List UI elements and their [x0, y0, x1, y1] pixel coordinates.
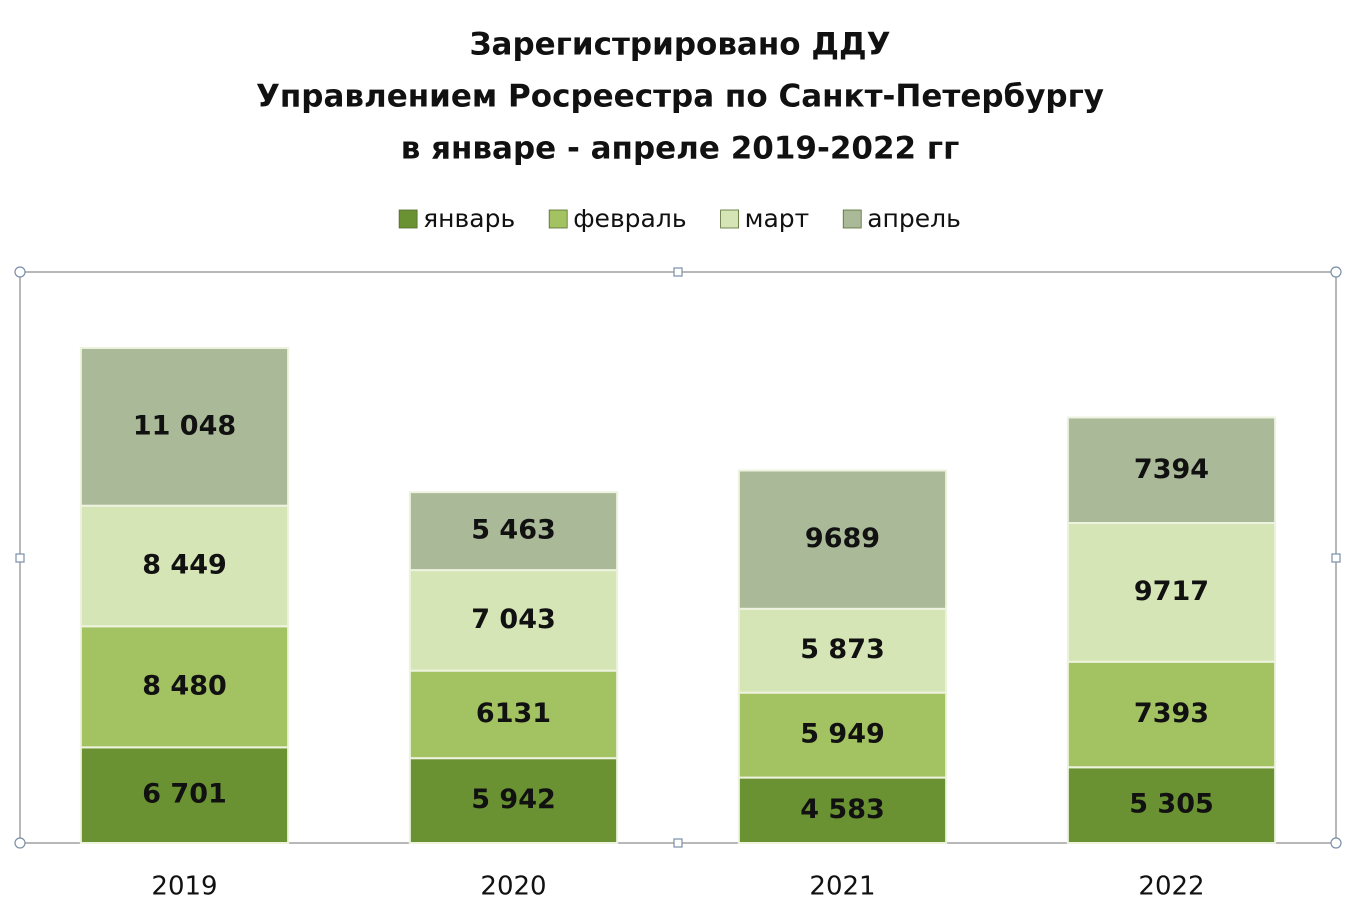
data-label: 5 942 [471, 784, 556, 815]
data-label: 6131 [476, 698, 551, 729]
data-label: 5 463 [471, 515, 556, 546]
data-label: 7 043 [471, 604, 556, 635]
bar-segment [79, 746, 290, 844]
bar-segment [79, 346, 290, 507]
legend-swatch [398, 209, 418, 229]
data-label: 4 583 [800, 794, 885, 825]
bar-segment [737, 469, 948, 610]
bar-segment [1066, 660, 1277, 769]
chart-title: Управлением Росреестра по Санкт-Петербур… [256, 79, 1104, 115]
data-label: 6 701 [142, 779, 227, 810]
bar-segment [408, 569, 619, 672]
legend-swatch [548, 209, 568, 229]
frame-handles [14, 266, 1342, 849]
legend-label: апрель [867, 204, 961, 233]
x-tick-label: 2020 [480, 872, 546, 902]
legend-swatch [720, 209, 739, 229]
bar-segment [1066, 416, 1277, 525]
bar-segment [79, 625, 290, 749]
data-label: 8 480 [142, 670, 227, 701]
data-label: 7393 [1134, 698, 1209, 729]
x-tick-label: 2019 [151, 872, 217, 902]
bar-segment [1066, 766, 1277, 844]
bar-segment [408, 669, 619, 760]
bar-segment [79, 504, 290, 628]
data-label: 5 305 [1129, 789, 1214, 820]
legend-label: март [745, 204, 810, 233]
bar-segment [408, 491, 619, 572]
x-tick-label: 2022 [1138, 872, 1204, 902]
data-label: 11 048 [133, 410, 236, 441]
bar-segment [408, 757, 619, 845]
bar-segment [737, 776, 948, 845]
data-label: 9689 [805, 523, 880, 554]
legend-label: январь [423, 204, 515, 233]
data-label: 7394 [1134, 454, 1209, 485]
data-label: 5 949 [800, 719, 885, 750]
legend-swatch [842, 209, 862, 229]
bar-segment [737, 691, 948, 779]
legend-label: февраль [573, 204, 686, 233]
x-tick-label: 2021 [809, 872, 875, 902]
chart-title: Зарегистрировано ДДУ [470, 27, 891, 63]
data-label: 9717 [1134, 576, 1209, 607]
chart-title: в январе - апреле 2019-2022 гг [401, 131, 960, 167]
data-label: 8 449 [142, 549, 227, 580]
bar-segment [1066, 522, 1277, 663]
bar-segment [737, 607, 948, 694]
data-label: 5 873 [800, 634, 885, 665]
